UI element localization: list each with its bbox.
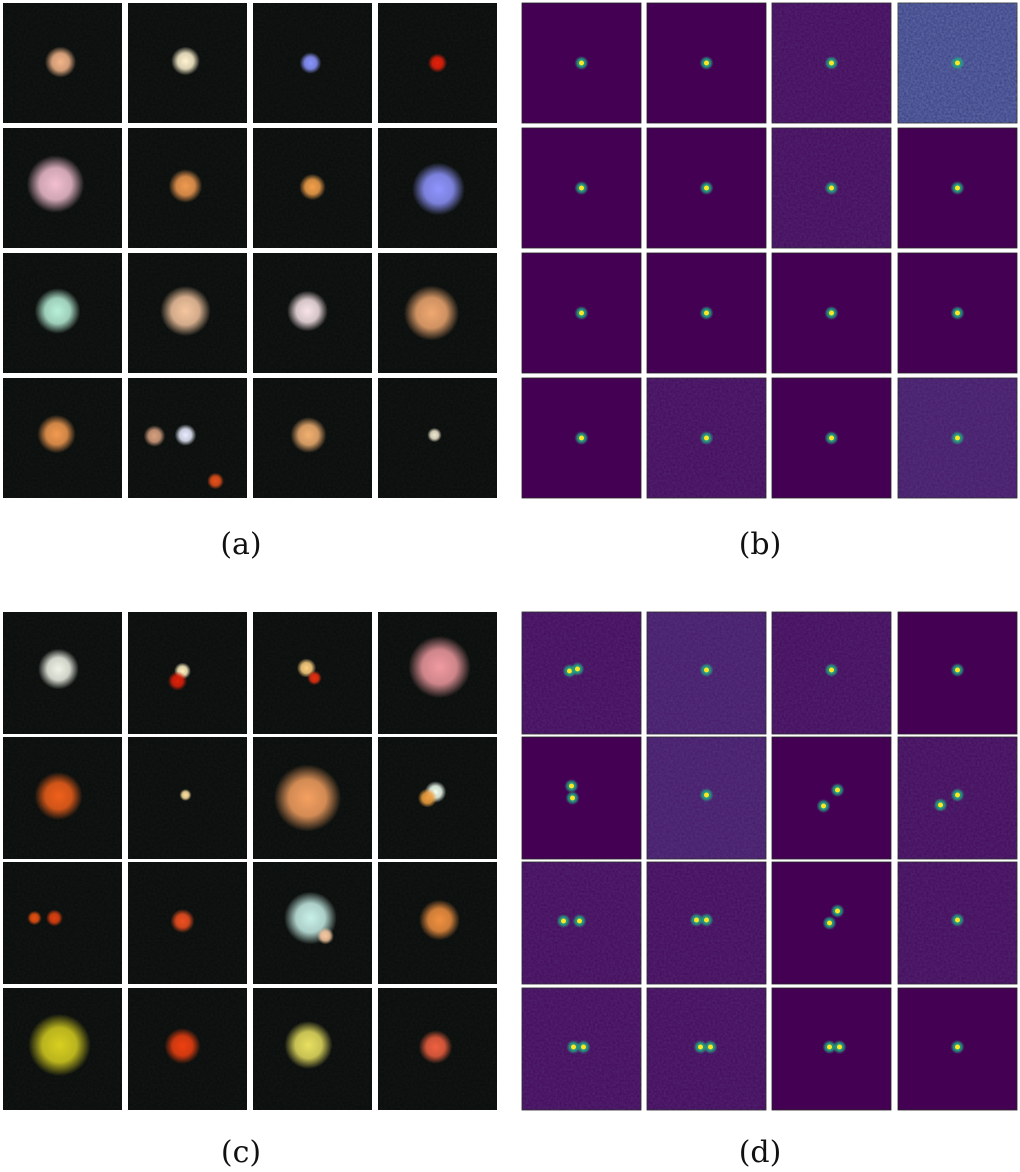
source-core: [579, 185, 584, 191]
source-blob: [37, 414, 76, 454]
source-core: [575, 666, 580, 672]
source-blob: [408, 635, 471, 699]
source-core: [829, 60, 834, 66]
source-blob: [419, 899, 460, 941]
source-blob: [412, 162, 465, 216]
source-blob: [44, 46, 77, 78]
source-blob: [174, 424, 197, 446]
source-blob: [427, 427, 442, 443]
source-blob: [167, 671, 188, 691]
source-core: [829, 310, 834, 316]
image-tile: [771, 736, 892, 860]
source-core: [827, 920, 832, 926]
source-blob: [143, 425, 166, 447]
source-blob: [46, 909, 63, 927]
source-blob: [34, 772, 83, 820]
source-core: [704, 60, 709, 66]
panel-caption: (c): [221, 1135, 261, 1170]
noise: [3, 862, 122, 984]
source-core: [938, 802, 943, 808]
panel-caption: (d): [739, 1135, 782, 1170]
source-core: [704, 792, 709, 798]
source-core: [955, 435, 960, 441]
source-blob: [179, 789, 192, 801]
source-core: [835, 908, 840, 914]
source-core: [579, 435, 584, 441]
source-blob: [171, 46, 200, 76]
source-blob: [427, 53, 448, 73]
source-core: [955, 1044, 960, 1050]
source-core: [581, 1044, 586, 1050]
source-blob: [26, 155, 85, 213]
source-blob: [168, 169, 203, 203]
source-blob: [34, 288, 81, 334]
source-core: [829, 435, 834, 441]
source-blob: [317, 927, 334, 945]
source-core: [837, 1044, 842, 1050]
source-core: [577, 918, 582, 924]
source-blob: [299, 173, 326, 201]
panel-caption: (a): [220, 527, 261, 562]
image-tile: [521, 736, 642, 860]
source-blob: [207, 472, 224, 490]
source-blob: [38, 648, 79, 690]
source-core: [561, 918, 566, 924]
source-core: [829, 667, 834, 673]
source-blob: [290, 417, 327, 453]
source-blob: [417, 788, 438, 808]
source-core: [704, 667, 709, 673]
source-core: [579, 310, 584, 316]
source-core: [704, 435, 709, 441]
source-blob: [164, 1028, 201, 1064]
source-blob: [28, 1013, 91, 1077]
source-core: [955, 310, 960, 316]
source-core: [579, 60, 584, 66]
source-core: [955, 792, 960, 798]
source-core: [955, 667, 960, 673]
source-blob: [160, 285, 211, 337]
image-grids: [3, 2, 1018, 1111]
source-blob: [170, 909, 195, 933]
source-core: [829, 185, 834, 191]
source-blob: [307, 670, 322, 686]
source-core: [955, 185, 960, 191]
source-core: [708, 1044, 713, 1050]
source-core: [569, 783, 574, 789]
source-blob: [418, 1030, 453, 1064]
source-core: [955, 60, 960, 66]
source-core: [698, 1044, 703, 1050]
source-core: [821, 803, 826, 809]
source-core: [704, 310, 709, 316]
source-core: [827, 1044, 832, 1050]
source-blob: [284, 1021, 333, 1069]
source-blob: [27, 910, 42, 926]
source-blob: [287, 290, 328, 332]
source-blob: [403, 285, 460, 341]
panel-caption: (b): [739, 527, 782, 562]
source-core: [955, 917, 960, 923]
source-core: [571, 1044, 576, 1050]
source-core: [694, 917, 699, 923]
source-core: [835, 787, 840, 793]
source-core: [704, 917, 709, 923]
source-blob: [299, 52, 322, 74]
source-blob: [273, 764, 342, 832]
source-core: [570, 795, 575, 801]
source-core: [704, 185, 709, 191]
